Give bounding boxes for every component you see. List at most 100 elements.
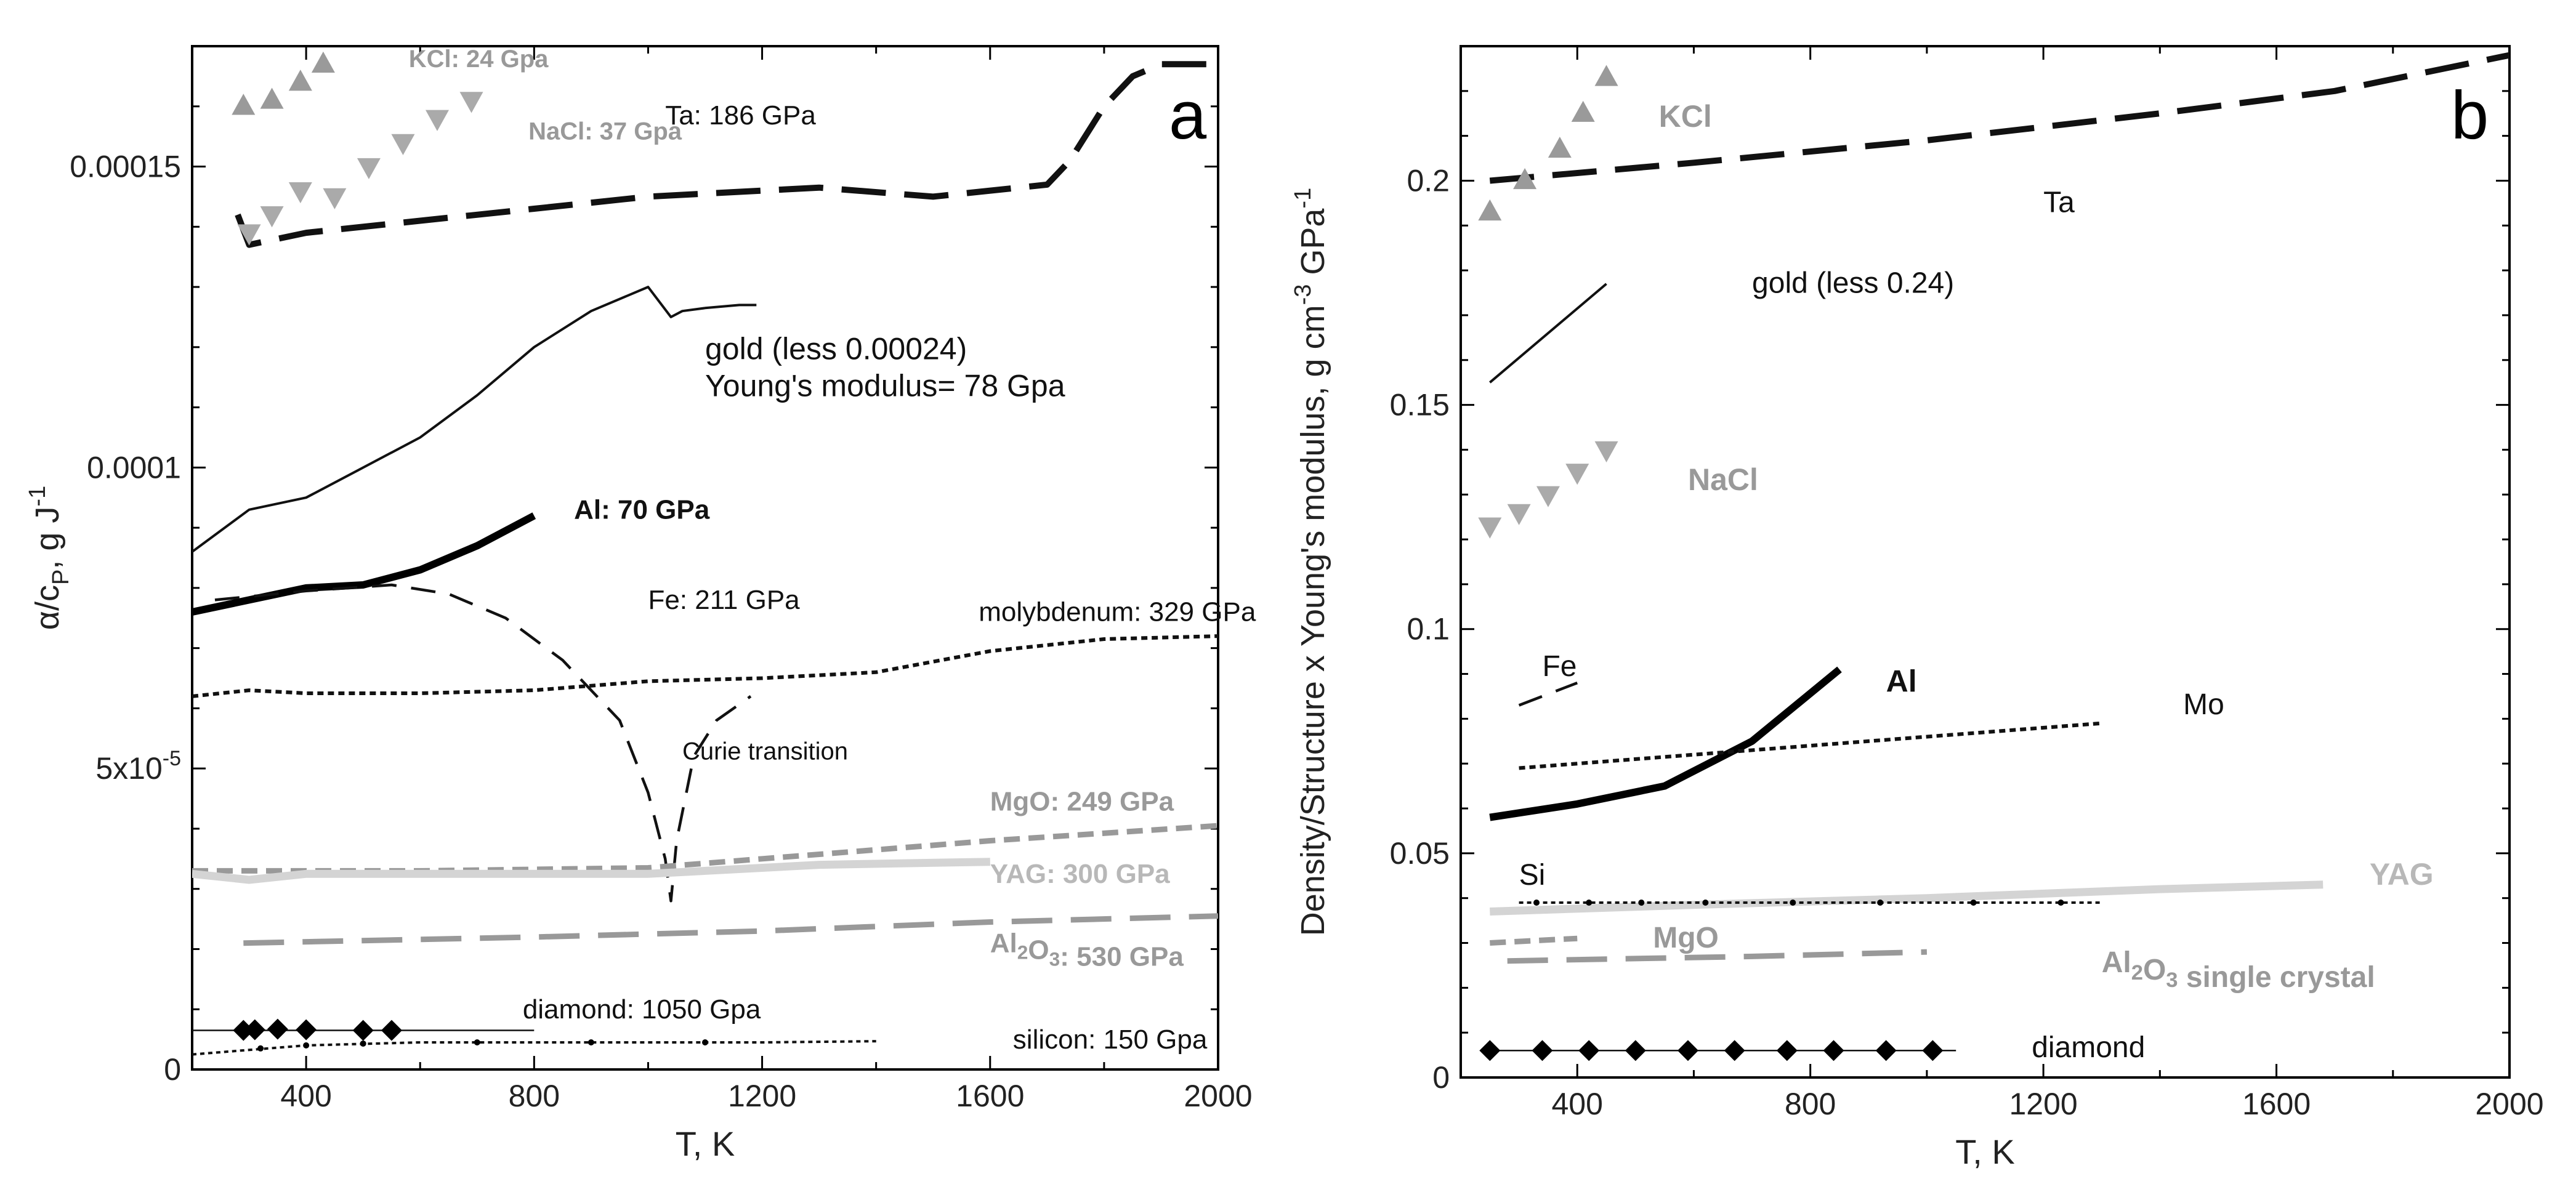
y-tick-label-exp: -5 [163,747,181,770]
series-si-marker [1877,899,1884,906]
y-axis-label: Density/Structure x Young's modulus, g c… [1290,188,1331,936]
series-al-70-gpa-line [192,512,536,616]
x-tick-label: 1600 [2242,1087,2311,1121]
series-yag-300-gpa-line [192,858,990,884]
series-nacl-marker [1507,504,1531,525]
series-nacl-marker [1565,464,1589,485]
series-diamond-marker [1578,1040,1600,1061]
series-kcl-24-gpa-marker [288,70,312,91]
x-tick-label: 800 [509,1079,560,1113]
series-diamond-1050-gpa-marker [352,1020,374,1041]
series-si-label: Si [1519,859,1546,892]
series-silicon-150-gpa-label: silicon: 150 Gpa [1013,1025,1208,1055]
series-kcl-label: KCl [1659,99,1712,134]
x-tick-label: 1200 [2009,1087,2077,1121]
series-kcl-24-gpa-label: KCl: 24 Gpa [409,46,549,73]
series-silicon-150-gpa-marker [257,1045,264,1052]
series-nacl-37-gpa-marker [288,182,312,204]
series-si-marker [1702,899,1709,906]
y-axis-label-part: , g J [29,507,66,570]
y-axis-label-part: Density/Structure x Young's modulus, g c… [1294,305,1331,936]
series-nacl-37-gpa-marker [260,206,284,228]
series-nacl-marker [1594,441,1618,462]
plot-frame [191,45,1219,1071]
series-diamond-marker [1724,1040,1745,1061]
plot-frame [1460,45,2511,1079]
series-mo-line [1519,721,2102,770]
series-kcl-marker [1571,100,1595,122]
series-nacl-37-gpa-marker [237,224,261,246]
series-diamond-marker [1479,1040,1501,1061]
x-tick-label: 1600 [956,1079,1024,1113]
x-tick-label: 400 [1552,1087,1603,1121]
series-al-70-gpa-label: Al: 70 GPa [574,494,710,525]
series-gold-less-0-00024-young-s-modulus-78-gpa-line [192,286,757,553]
series-diamond-marker [1625,1040,1646,1061]
series-nacl-label: NaCl [1688,462,1758,497]
series-gold-less-0-00024-young-s-modulus-78-gpa-label-line: gold (less 0.00024) [705,331,967,366]
series-al2o3-single-crystal-label-part: O [2143,954,2166,986]
series-ta-186-gpa-label: Ta: 186 GPa [665,100,816,131]
series-nacl-marker [1478,517,1502,539]
series-diamond-marker [1922,1040,1944,1061]
series-si-marker [1586,899,1593,906]
data-layer [1478,52,2509,1061]
series-diamond-marker [1677,1040,1698,1061]
series-kcl-marker [1548,136,1572,158]
series-al2o3-530-gpa-label-part: O [1028,935,1049,965]
x-tick-label: 800 [1785,1087,1836,1121]
panel-label: b [2451,78,2489,153]
y-tick-label: 0.00015 [70,150,181,184]
series-yag-300-gpa-label: YAG: 300 GPa [990,859,1170,889]
series-al2o3-530-gpa-label: Al2O3: 530 GPa [990,928,1184,972]
series-diamond-1050-gpa-marker [296,1019,317,1041]
series-nacl-37-gpa-marker [425,110,449,131]
y-tick-label: 0.2 [1407,163,1450,198]
y-tick-label-base: 5x10 [95,751,162,786]
series-silicon-150-gpa-marker [303,1042,310,1049]
series-al2o3-single-crystal-line [1507,949,1928,964]
series-kcl-24-gpa-marker [311,51,335,73]
series-al2o3-single-crystal-label-part: 3 [2166,968,2178,992]
series-mgo-249-gpa-label: MgO: 249 GPa [990,787,1174,817]
x-tick-label: 400 [280,1079,331,1113]
series-al2o3-530-gpa-line [243,913,1218,946]
series-diamond-1050-gpa-marker [381,1020,402,1041]
series-si-marker [1638,899,1645,906]
y-axis-label-part: α/c [29,585,66,630]
y-axis-label-part: P [48,570,74,585]
y-tick-label: 0 [164,1052,181,1087]
series-mgo-label: MgO [1653,922,1719,954]
series-si-marker [1790,899,1796,906]
series-al2o3-single-crystal-label-part: Al [2102,946,2131,979]
series-mgo-line [1490,935,1578,946]
x-axis-label: T, K [1955,1132,2014,1171]
y-axis-label-part: -1 [25,486,50,507]
series-nacl-37-gpa-marker [459,92,483,113]
series-ta-line [1489,52,2509,184]
data-layer [192,51,1218,1056]
series-nacl-37-gpa-marker [391,134,415,155]
y-axis-label-part: GPa [1294,208,1331,284]
y-axis-label-part: -1 [1290,188,1316,209]
series-yag-line [1490,880,2324,916]
series-diamond-1050-gpa-marker [244,1019,265,1041]
series-mo-label: Mo [2183,688,2224,721]
y-axis-label: α/cP, g J-1 [25,486,74,630]
series-ta-186-gpa-line [235,61,1207,248]
series-al2o3-530-gpa-label-part: 2 [1017,941,1028,963]
series-nacl-37-gpa-label: NaCl: 37 Gpa [528,118,682,145]
series-al2o3-single-crystal-label-part: single crystal [2178,961,2375,994]
x-tick-label: 2000 [2475,1087,2543,1121]
series-nacl-marker [1536,486,1560,507]
series-si-marker [1970,899,1977,906]
series-gold-less-0-00024-young-s-modulus-78-gpa-label-line: Young's modulus= 78 Gpa [705,368,1065,403]
series-diamond-marker [1776,1040,1798,1061]
series-al2o3-single-crystal-label: Al2O3 single crystal [2102,946,2375,994]
series-molybdenum-329-gpa-line [192,634,1218,698]
chart-panel-b: 400 800 1200 1600 2000 0 0.05 0.1 0.15 0.2 T, K Den… [1290,45,2544,1171]
series-diamond-marker [1875,1040,1897,1061]
series-al2o3-single-crystal-label-part: 2 [2131,961,2143,985]
series-silicon-150-gpa-marker [474,1039,480,1046]
